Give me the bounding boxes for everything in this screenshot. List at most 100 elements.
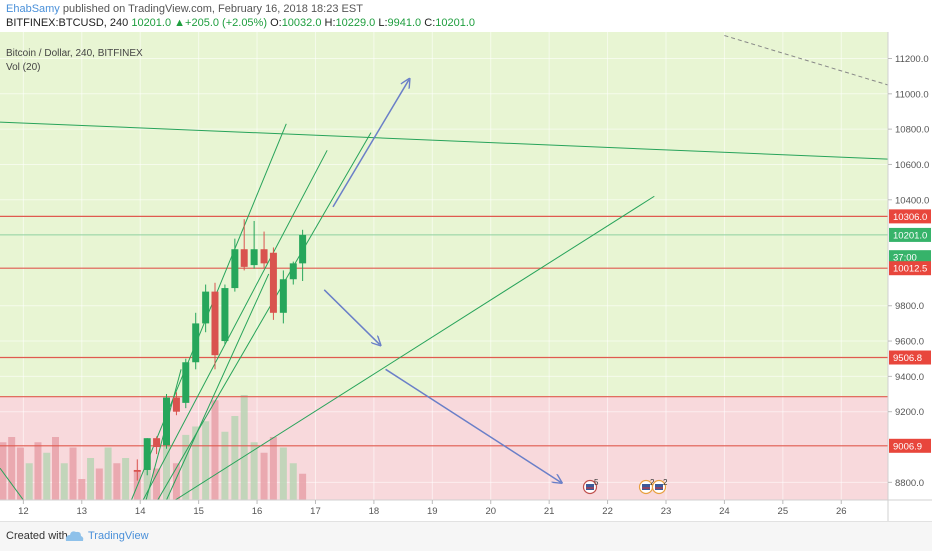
time-tick-label: 25 bbox=[778, 506, 789, 517]
volume-bar bbox=[0, 442, 7, 500]
price-tick-label: 9800.0 bbox=[895, 301, 924, 312]
chart-header: EhabSamy published on TradingView.com, F… bbox=[0, 0, 932, 32]
time-tick-label: 14 bbox=[135, 506, 146, 517]
publish-date: published on TradingView.com, February 1… bbox=[62, 3, 363, 15]
volume-bar bbox=[153, 468, 161, 500]
volume-bar bbox=[87, 458, 95, 500]
volume-bar bbox=[192, 426, 200, 500]
event-marker[interactable]: 2 bbox=[638, 478, 656, 495]
high-value: 10229.0 bbox=[335, 17, 376, 29]
time-tick-label: 19 bbox=[427, 506, 438, 517]
volume-bar bbox=[43, 452, 51, 500]
projection-arrow[interactable] bbox=[323, 289, 380, 345]
time-axis[interactable]: 12 13 14 15 16 17 18 19 20 21 22 23 24 25 26 bbox=[18, 500, 847, 517]
volume-bar bbox=[182, 434, 190, 500]
volume-bar bbox=[60, 463, 68, 500]
candle-up bbox=[143, 438, 151, 470]
volume-bar bbox=[269, 437, 277, 500]
tradingview-brand[interactable]: TradingView bbox=[88, 530, 149, 542]
candle-down bbox=[133, 469, 141, 472]
price-change: +205.0 (+2.05%) bbox=[185, 17, 267, 29]
trend-line[interactable] bbox=[142, 150, 328, 500]
candle-up bbox=[182, 362, 190, 403]
volume-bar bbox=[289, 463, 297, 500]
candle-up bbox=[163, 397, 170, 446]
time-tick-label: 17 bbox=[310, 506, 321, 517]
event-count: 5 bbox=[594, 478, 599, 487]
candle-up bbox=[250, 249, 258, 266]
chart-title: Bitcoin / Dollar, 240, BITFINEX bbox=[6, 48, 143, 59]
flag-canton bbox=[586, 484, 594, 490]
volume-bar bbox=[202, 421, 210, 500]
projection-arrow[interactable] bbox=[332, 80, 409, 208]
price-axis[interactable]: 11200.0 11000.0 10800.0 10600.0 10400.0 9800.… bbox=[888, 54, 929, 489]
price-tag-box bbox=[889, 209, 931, 224]
volume-bar bbox=[221, 431, 229, 500]
volume-bar bbox=[260, 452, 268, 500]
time-tick-label: 23 bbox=[661, 506, 672, 517]
candle-up bbox=[231, 249, 239, 289]
price-tag-box bbox=[889, 261, 931, 276]
price-tick-label: 9200.0 bbox=[895, 407, 924, 418]
price-tick-label: 10800.0 bbox=[895, 125, 929, 136]
price-tag-label: 9506.8 bbox=[893, 353, 922, 364]
dashed-trend-line[interactable] bbox=[724, 35, 888, 86]
time-tick-label: 24 bbox=[719, 506, 730, 517]
candle-down bbox=[269, 252, 277, 313]
trend-line[interactable] bbox=[0, 121, 888, 160]
candle-down bbox=[172, 397, 180, 412]
volume-bar bbox=[143, 452, 151, 500]
trend-line[interactable] bbox=[166, 273, 270, 500]
time-tick-label: 18 bbox=[369, 506, 380, 517]
open-value: 10032.0 bbox=[281, 17, 322, 29]
open-label: O: bbox=[270, 17, 282, 29]
price-tick-label: 10400.0 bbox=[895, 195, 929, 206]
close-value: 10201.0 bbox=[435, 17, 476, 29]
horizontal-levels[interactable] bbox=[0, 215, 888, 447]
candle-down bbox=[260, 249, 268, 264]
trend-line[interactable] bbox=[157, 132, 372, 500]
flag-canton bbox=[642, 484, 650, 490]
volume-bar bbox=[16, 447, 24, 500]
symbol-label: BITFINEX:BTCUSD, 240 bbox=[6, 17, 129, 29]
volume-bars bbox=[0, 395, 307, 500]
volume-bar bbox=[78, 479, 86, 500]
candle-down bbox=[211, 291, 219, 356]
volume-bar bbox=[299, 473, 307, 500]
low-label: L: bbox=[378, 17, 388, 29]
volume-bar bbox=[113, 463, 121, 500]
volume-label: Vol (20) bbox=[6, 62, 40, 73]
time-tick-label: 12 bbox=[18, 506, 29, 517]
candle-up bbox=[299, 234, 307, 264]
event-marker[interactable]: 2 bbox=[651, 478, 669, 495]
price-tag-label: 10306.0 bbox=[893, 212, 927, 223]
projection-arrow[interactable] bbox=[385, 368, 561, 482]
volume-bar bbox=[95, 468, 103, 500]
trend-line[interactable] bbox=[0, 467, 24, 500]
candle-up bbox=[202, 291, 210, 324]
volume-bar bbox=[172, 463, 180, 500]
trend-line[interactable] bbox=[174, 195, 655, 500]
event-marker[interactable]: 5 bbox=[582, 478, 600, 495]
volume-bar bbox=[52, 437, 59, 500]
volume-bar bbox=[279, 447, 287, 500]
volume-bar bbox=[104, 447, 112, 500]
publish-info: EhabSamy published on TradingView.com, F… bbox=[6, 3, 363, 15]
flag-canton bbox=[655, 484, 663, 490]
price-tag-box bbox=[889, 227, 931, 242]
trend-lines[interactable] bbox=[0, 35, 888, 500]
author-link[interactable]: EhabSamy bbox=[6, 3, 60, 15]
footer: Created with TradingView bbox=[0, 521, 932, 551]
last-price: 10201.0 bbox=[131, 17, 172, 29]
time-tick-label: 22 bbox=[602, 506, 613, 517]
volume-bar bbox=[211, 400, 219, 500]
price-tick-label: 8800.0 bbox=[895, 478, 924, 489]
volume-bar bbox=[34, 442, 42, 500]
projection-arrows[interactable] bbox=[323, 80, 561, 483]
candle-up bbox=[192, 323, 200, 363]
price-tag-box bbox=[889, 350, 931, 365]
volume-bar bbox=[231, 416, 239, 500]
high-label: H: bbox=[324, 17, 336, 29]
